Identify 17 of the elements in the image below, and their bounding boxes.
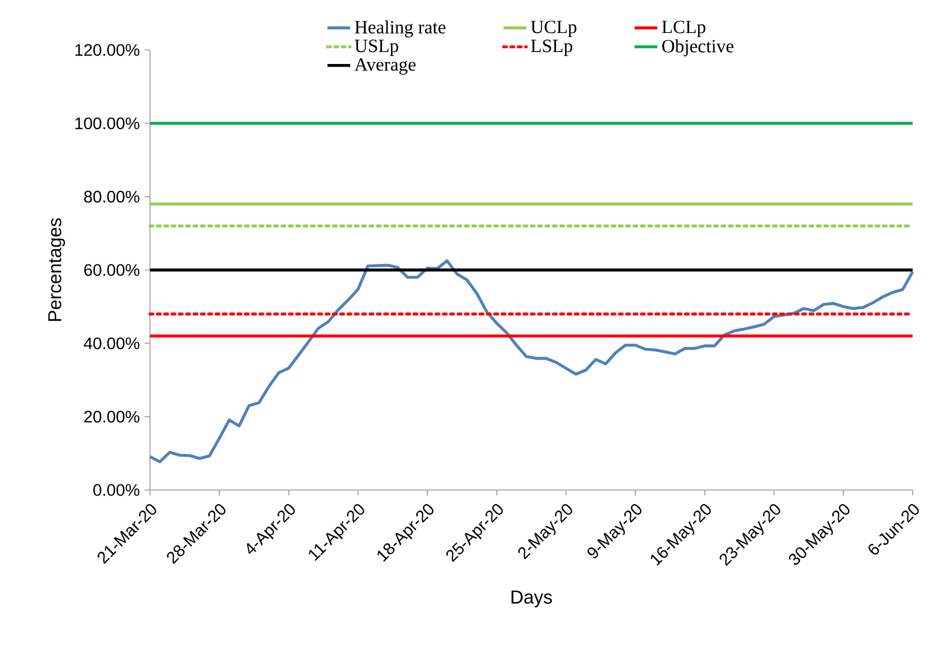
y-tick-label: 0.00% <box>93 484 140 496</box>
line-series <box>148 259 914 464</box>
legend-label: Healing rate <box>354 20 446 38</box>
legend-label: Objective <box>662 39 734 56</box>
x-axis-title: Days <box>512 590 552 608</box>
legend-label: USLp <box>354 40 398 56</box>
y-axis-title: Percentages <box>48 218 65 321</box>
legend-label: Average <box>354 58 416 75</box>
y-tick-label: 40.00% <box>84 337 140 350</box>
y-tick-label: 60.00% <box>84 264 140 276</box>
y-tick-label: 20.00% <box>84 410 140 423</box>
legend-label: LCLp <box>662 20 706 38</box>
legend-label: LSLp <box>530 40 572 56</box>
legend-label: UCLp <box>530 20 576 38</box>
y-tick-label: 80.00% <box>84 190 140 203</box>
y-tick-label: 120.00% <box>75 44 140 56</box>
y-tick-label: 100.00% <box>75 117 140 130</box>
